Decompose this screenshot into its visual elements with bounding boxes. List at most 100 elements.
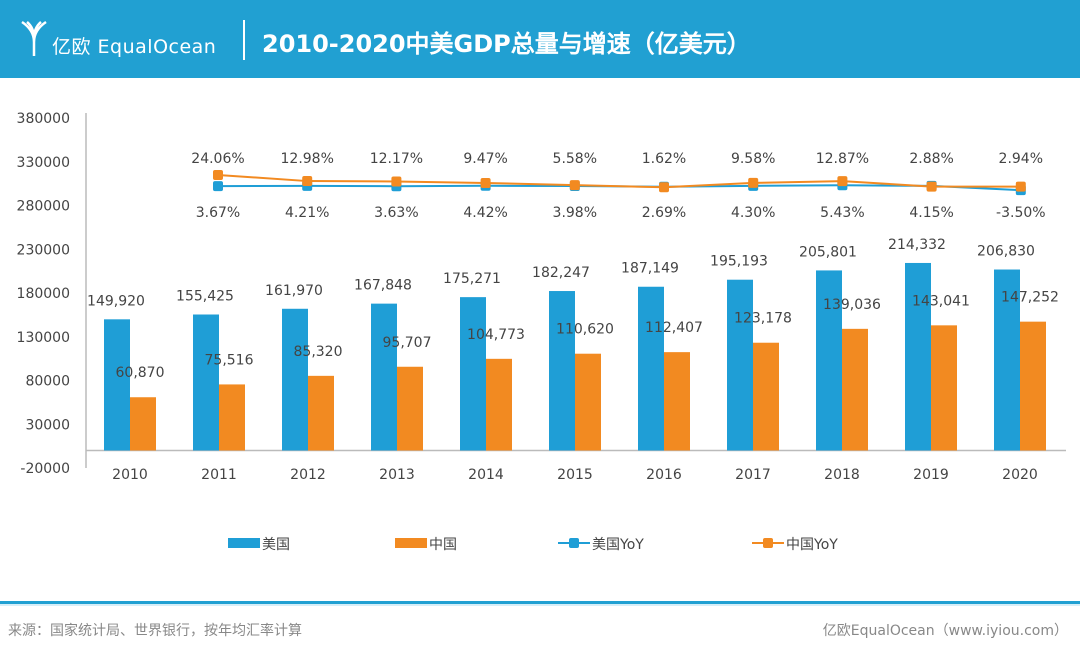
chart-title: 2010-2020中美GDP总量与增速（亿美元） bbox=[262, 30, 751, 58]
china-yoy-marker bbox=[748, 177, 759, 188]
y-tick-label: 280000 bbox=[17, 199, 70, 215]
y-tick-label: 180000 bbox=[17, 286, 70, 302]
legend-label: 中国YoY bbox=[786, 537, 838, 553]
x-tick-label: 2010 bbox=[112, 467, 148, 483]
us-yoy-label: 4.15% bbox=[909, 205, 953, 221]
bar-label-china: 123,178 bbox=[734, 311, 792, 327]
logo-text: 亿欧 EqualOcean bbox=[52, 36, 217, 58]
footer-divider bbox=[0, 601, 1080, 604]
china-yoy-label: 12.98% bbox=[281, 151, 334, 167]
bar-us bbox=[638, 286, 664, 451]
bar-china bbox=[931, 325, 957, 451]
china-yoy-marker bbox=[569, 180, 580, 191]
bar-label-us: 206,830 bbox=[977, 244, 1035, 260]
bar-label-china: 110,620 bbox=[556, 322, 614, 338]
bar-label-china: 112,407 bbox=[645, 320, 703, 336]
x-tick-label: 2016 bbox=[646, 467, 682, 483]
bar-label-us: 182,247 bbox=[532, 265, 590, 281]
y-tick-label: -20000 bbox=[20, 461, 70, 477]
us-yoy-label: 5.43% bbox=[820, 205, 864, 221]
header-divider bbox=[243, 20, 245, 60]
china-yoy-line bbox=[217, 173, 1021, 189]
y-tick-label: 30000 bbox=[25, 417, 70, 433]
bar-label-us: 187,149 bbox=[621, 261, 679, 277]
us-yoy-label: 3.67% bbox=[196, 205, 240, 221]
legend-marker-2 bbox=[569, 538, 579, 548]
china-yoy-label: 1.62% bbox=[642, 151, 686, 167]
us-yoy-label: 3.98% bbox=[553, 205, 597, 221]
bar-label-china: 75,516 bbox=[205, 352, 254, 368]
china-yoy-label: 5.58% bbox=[553, 151, 597, 167]
china-yoy-marker bbox=[302, 176, 313, 187]
bar-china bbox=[664, 352, 690, 451]
bar-us bbox=[905, 262, 931, 451]
y-tick-label: 380000 bbox=[17, 111, 70, 127]
bar-label-china: 95,707 bbox=[383, 335, 432, 351]
bar-label-us: 205,801 bbox=[799, 244, 857, 260]
china-yoy-label: 2.88% bbox=[909, 151, 953, 167]
bar-label-us: 195,193 bbox=[710, 254, 768, 270]
us-yoy-marker bbox=[213, 181, 223, 192]
china-yoy-label: 2.94% bbox=[999, 151, 1043, 167]
china-yoy-marker bbox=[391, 176, 402, 187]
header-banner: 亿欧 EqualOcean 2010-2020中美GDP总量与增速（亿美元） bbox=[0, 0, 1080, 78]
x-tick-label: 2013 bbox=[379, 467, 415, 483]
bar-label-china: 60,870 bbox=[116, 365, 165, 381]
bar-label-china: 104,773 bbox=[467, 327, 525, 343]
source-note: 来源：国家统计局、世界银行，按年均汇率计算 bbox=[8, 623, 302, 639]
equalocean-logo-icon bbox=[21, 20, 47, 56]
china-yoy-marker bbox=[480, 177, 491, 188]
x-tick-label: 2017 bbox=[735, 467, 771, 483]
china-yoy-marker bbox=[1015, 181, 1026, 192]
bar-china bbox=[753, 342, 779, 451]
bar-china bbox=[130, 397, 156, 451]
x-tick-label: 2018 bbox=[824, 467, 860, 483]
us-yoy-label: 3.63% bbox=[374, 205, 418, 221]
bar-label-us: 149,920 bbox=[87, 293, 145, 309]
bar-label-us: 161,970 bbox=[265, 283, 323, 299]
bar-label-china: 143,041 bbox=[912, 293, 970, 309]
bar-label-china: 147,252 bbox=[1001, 290, 1059, 306]
us-yoy-label: 4.30% bbox=[731, 205, 775, 221]
legend-marker-3 bbox=[763, 538, 773, 548]
bar-china bbox=[842, 328, 868, 451]
legend-swatch-1 bbox=[395, 538, 427, 548]
bar-label-china: 139,036 bbox=[823, 297, 881, 313]
china-yoy-label: 9.47% bbox=[463, 151, 507, 167]
bar-china bbox=[1020, 321, 1046, 451]
bar-china bbox=[486, 358, 512, 451]
china-yoy-marker bbox=[926, 181, 937, 192]
bar-label-us: 175,271 bbox=[443, 271, 501, 287]
legend-swatch-0 bbox=[228, 538, 260, 548]
x-tick-label: 2014 bbox=[468, 467, 504, 483]
footer-divider-light bbox=[0, 604, 1080, 606]
legend-label: 美国 bbox=[262, 537, 290, 553]
china-yoy-label: 9.58% bbox=[731, 151, 775, 167]
bar-us bbox=[549, 291, 575, 451]
bar-china bbox=[575, 353, 601, 451]
bar-label-us: 155,425 bbox=[176, 289, 234, 305]
bar-us bbox=[460, 297, 486, 451]
china-yoy-label: 24.06% bbox=[191, 151, 244, 167]
china-yoy-label: 12.17% bbox=[370, 151, 423, 167]
y-tick-label: 130000 bbox=[17, 330, 70, 346]
chart: 380000 330000 280000 230000 180000 130000 8000… bbox=[17, 111, 1066, 553]
bar-china bbox=[219, 384, 245, 451]
y-tick-label: 330000 bbox=[17, 155, 70, 171]
bar-us bbox=[193, 314, 219, 451]
china-yoy-label: 12.87% bbox=[816, 151, 869, 167]
credit-note: 亿欧EqualOcean（www.iyiou.com） bbox=[822, 623, 1068, 639]
bar-label-china: 85,320 bbox=[294, 344, 343, 360]
us-yoy-label: 2.69% bbox=[642, 205, 686, 221]
y-tick-label: 80000 bbox=[25, 374, 70, 390]
bar-us bbox=[282, 308, 308, 451]
bar-us bbox=[816, 270, 842, 451]
x-tick-label: 2020 bbox=[1002, 467, 1038, 483]
y-tick-label: 230000 bbox=[17, 242, 70, 258]
bar-label-us: 214,332 bbox=[888, 237, 946, 253]
legend-label: 美国YoY bbox=[592, 537, 644, 553]
bar-china bbox=[397, 366, 423, 451]
china-yoy-marker bbox=[213, 169, 223, 180]
china-yoy-marker bbox=[659, 182, 669, 193]
us-yoy-label: 4.42% bbox=[463, 205, 507, 221]
